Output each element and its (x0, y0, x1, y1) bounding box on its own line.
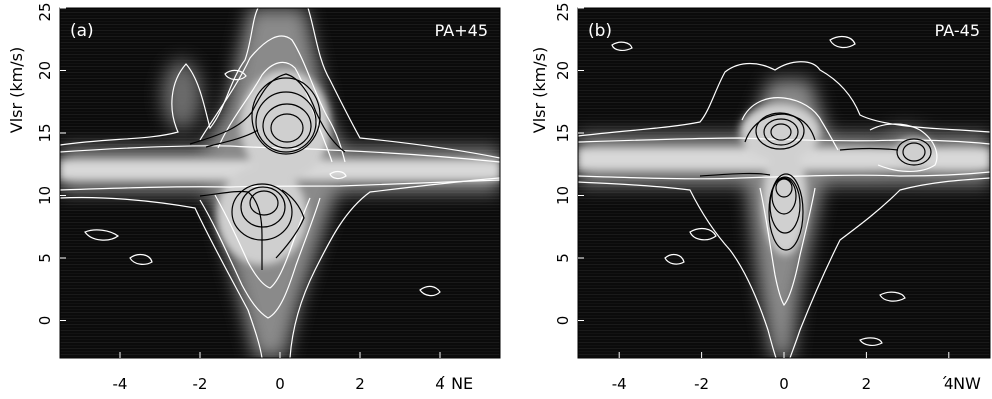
panel-b-xlabel: ´ NW (940, 374, 981, 393)
contour-line (769, 176, 801, 234)
x-tick-label: 2 (862, 375, 872, 393)
contour-line (578, 61, 990, 137)
contour-line (217, 61, 333, 163)
y-tick-label: 10 (554, 186, 572, 205)
contour-line (759, 187, 816, 307)
contour-line (771, 177, 797, 215)
panel-b-core (578, 104, 990, 255)
contour-line (789, 177, 990, 358)
panel-a-ylabel: Vlsr (km/s) (7, 47, 26, 133)
contour-line (902, 142, 926, 162)
y-tick-label: 15 (36, 123, 54, 142)
panel-a-label: (a) (70, 21, 94, 41)
contour-line (879, 291, 906, 302)
contour-line (775, 178, 793, 198)
panel-b-axes: -4 -2 0 2 4 0 5 10 15 20 25 (554, 2, 954, 393)
contour-line (329, 170, 347, 180)
contour-line (262, 103, 312, 149)
x-tick-label: 0 (275, 375, 285, 393)
panel-a-image (60, 8, 500, 358)
x-tick-label: 0 (779, 375, 789, 393)
contour-line (199, 190, 263, 270)
contour-line (205, 129, 259, 148)
contour-line (869, 123, 938, 172)
y-tick-label: 0 (554, 316, 572, 326)
contour-line (699, 172, 771, 177)
panel-b-annotation: PA-45 (935, 21, 980, 40)
contour-line (770, 123, 792, 141)
panel-a-outer-contours (60, 8, 500, 358)
contour-line (768, 173, 804, 251)
panel-a-axes: -4 -2 0 2 4 0 5 10 15 20 25 (36, 2, 445, 393)
panel-a-inner-contours (189, 73, 346, 270)
contour-line (255, 91, 317, 153)
contour-line (129, 253, 153, 265)
x-tick-label: 4 (435, 375, 445, 393)
panel-a-annotation: PA+45 (435, 21, 488, 40)
contour-line (189, 73, 346, 153)
contour-line (224, 69, 247, 81)
contour-line (270, 113, 304, 143)
contour-line (578, 181, 777, 358)
panel-a-xlabel: ´ NE (438, 374, 473, 393)
y-tick-label: 5 (554, 253, 572, 263)
panel-b-label: (b) (588, 21, 612, 41)
panel-b-inner-contours (699, 112, 932, 251)
contour-line (419, 285, 441, 297)
contour-line (84, 229, 120, 241)
contour-line (289, 177, 500, 358)
contour-line (744, 113, 816, 143)
contour-line (741, 97, 839, 151)
panel-b-outer-contours (578, 35, 990, 358)
contour-line (578, 171, 990, 180)
x-tick-label: -4 (113, 375, 128, 393)
y-tick-label: 20 (36, 61, 54, 80)
contour-line (199, 197, 321, 319)
contour-line (307, 8, 500, 159)
contour-line (249, 190, 279, 216)
contour-line (689, 227, 717, 241)
y-tick-label: 0 (36, 316, 54, 326)
contour-line (60, 8, 259, 146)
panel-b-image (578, 35, 990, 358)
panel-b-ylabel: Vlsr (km/s) (530, 47, 549, 133)
contour-line (839, 147, 899, 151)
contour-line (60, 145, 500, 163)
y-tick-label: 10 (36, 186, 54, 205)
contour-line (896, 138, 932, 166)
x-tick-label: 4 (944, 375, 954, 393)
contour-line (275, 189, 305, 259)
y-tick-label: 25 (36, 2, 54, 21)
x-tick-label: 2 (355, 375, 365, 393)
x-tick-label: -2 (193, 375, 208, 393)
contour-line (60, 179, 500, 191)
y-tick-label: 15 (554, 123, 572, 142)
contour-line (755, 112, 805, 150)
x-tick-label: -2 (694, 375, 709, 393)
contour-line (859, 337, 883, 346)
contour-line (829, 35, 856, 49)
y-tick-label: 20 (554, 61, 572, 80)
contour-line (611, 41, 633, 51)
x-tick-label: -4 (612, 375, 627, 393)
y-tick-label: 25 (554, 2, 572, 21)
contour-line (199, 35, 346, 163)
contour-line (240, 186, 286, 228)
contour-line (251, 77, 321, 155)
y-tick-label: 5 (36, 253, 54, 263)
contour-line (763, 118, 799, 146)
contour-line (60, 196, 263, 358)
contour-line (664, 253, 685, 265)
